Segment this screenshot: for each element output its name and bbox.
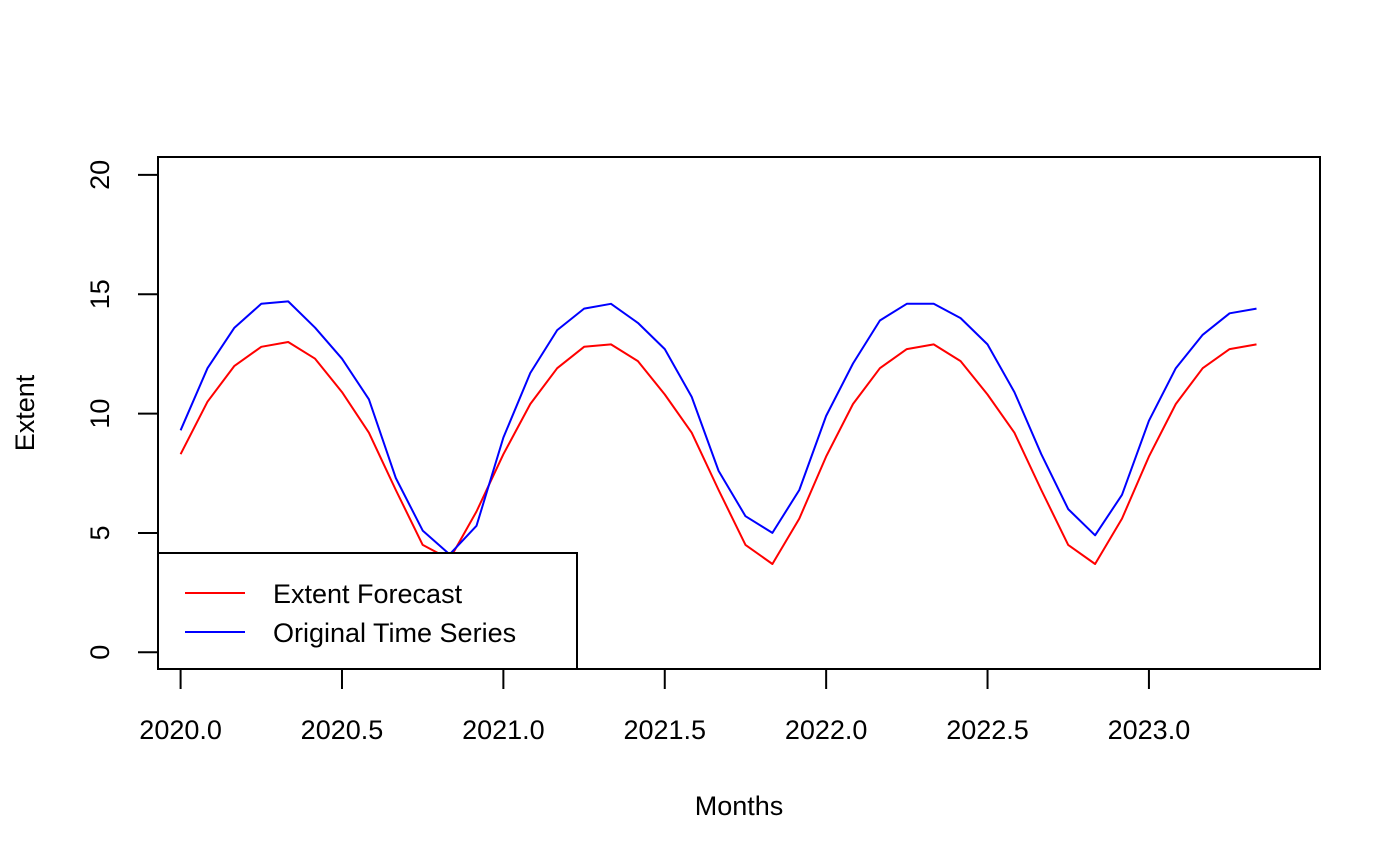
x-tick-label: 2020.5 [301, 715, 384, 745]
legend-label-extent-forecast: Extent Forecast [273, 579, 463, 609]
x-tick-label: 2020.0 [139, 715, 222, 745]
y-axis-title: Extent [10, 374, 40, 451]
x-tick-label: 2021.0 [462, 715, 545, 745]
x-axis: 2020.0 2020.5 2021.0 2021.5 2022.0 2022.5 2023… [139, 668, 1191, 745]
legend-label-original-time-series: Original Time Series [273, 618, 516, 648]
y-tick-label: 15 [85, 279, 115, 309]
x-tick-label: 2023.0 [1108, 715, 1191, 745]
legend: Extent Forecast Original Time Series [157, 552, 578, 670]
x-axis-title: Months [695, 791, 784, 821]
series-layer [179, 300, 1257, 565]
series-line-extent-forecast [179, 341, 1257, 565]
y-axis: 0 5 10 15 20 [85, 160, 159, 660]
y-tick-label: 10 [85, 399, 115, 429]
y-tick-label: 20 [85, 160, 115, 190]
series-line-original-time-series [179, 300, 1257, 556]
y-tick-label: 0 [85, 645, 115, 660]
x-tick-label: 2021.5 [623, 715, 706, 745]
x-tick-label: 2022.0 [785, 715, 868, 745]
legend-box [157, 552, 578, 670]
y-tick-label: 5 [85, 525, 115, 540]
x-tick-label: 2022.5 [946, 715, 1029, 745]
